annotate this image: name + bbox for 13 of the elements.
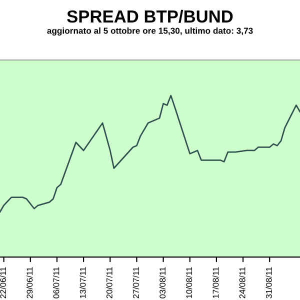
x-tick-label: 22/06/11 xyxy=(0,267,6,298)
x-tick-label: 13/07/11 xyxy=(80,267,86,298)
x-tick-label: 06/07/11 xyxy=(53,267,60,298)
x-tick-label: 10/08/11 xyxy=(186,267,192,298)
chart-subtitle: aggiornato al 5 ottobre ore 15,30, ultimo dato: 3,73 xyxy=(47,27,253,36)
x-tick-label: 31/08/11 xyxy=(266,267,272,298)
x-tick-label: 29/06/11 xyxy=(26,267,33,298)
chart-title: SPREAD BTP/BUND xyxy=(67,10,233,23)
x-tick-label: 27/07/11 xyxy=(132,267,139,298)
x-tick-label: 17/08/11 xyxy=(212,267,219,298)
x-tick-label: 03/08/11 xyxy=(159,267,166,298)
x-tick-label: 24/08/11 xyxy=(239,267,246,298)
x-tick-label: 20/07/11 xyxy=(106,267,112,298)
